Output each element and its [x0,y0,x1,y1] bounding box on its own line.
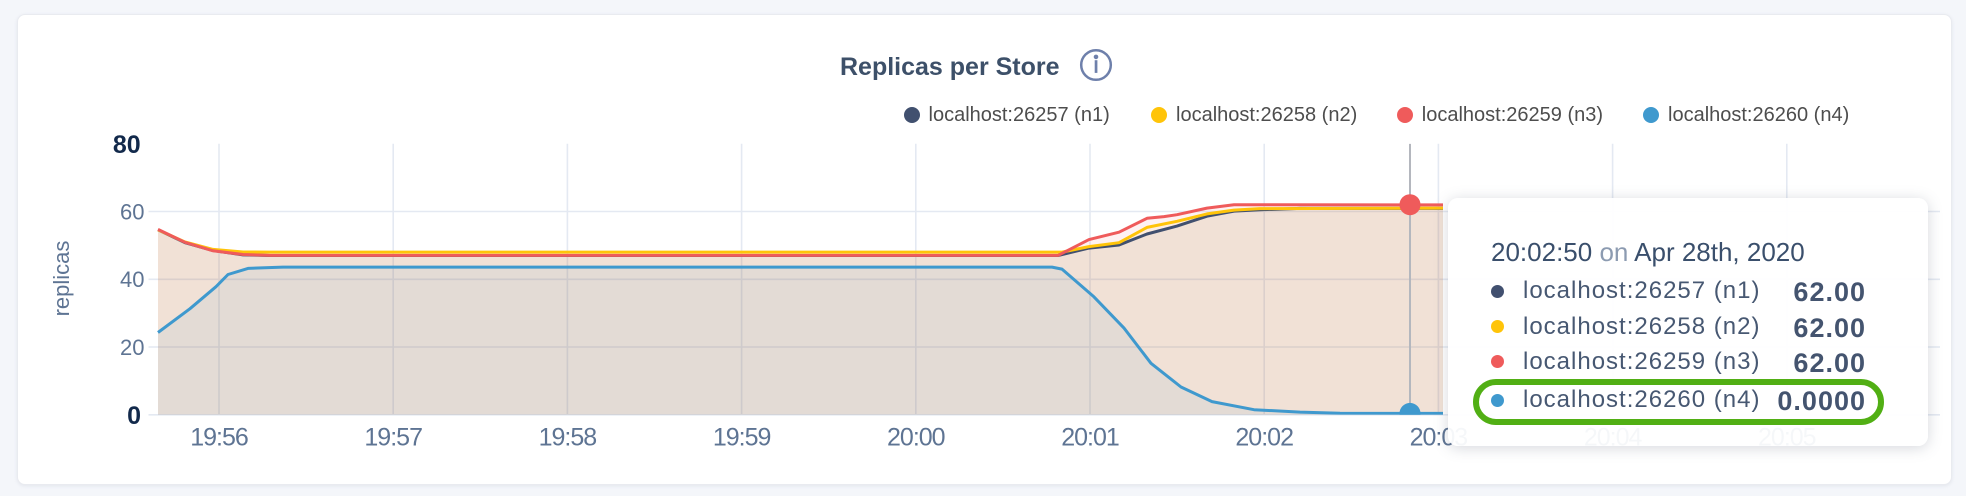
svg-text:80: 80 [113,131,141,159]
svg-text:20:01: 20:01 [1061,424,1119,452]
svg-text:20:02: 20:02 [1235,424,1293,452]
svg-text:19:59: 19:59 [713,424,771,452]
svg-text:19:56: 19:56 [190,424,248,452]
svg-text:40: 40 [120,267,144,292]
svg-text:20: 20 [120,335,144,360]
svg-text:replicas: replicas [49,241,74,317]
svg-text:19:57: 19:57 [364,424,422,452]
svg-text:0: 0 [127,402,141,430]
svg-text:20:00: 20:00 [887,424,945,452]
svg-text:60: 60 [120,200,144,225]
svg-text:19:58: 19:58 [539,424,597,452]
